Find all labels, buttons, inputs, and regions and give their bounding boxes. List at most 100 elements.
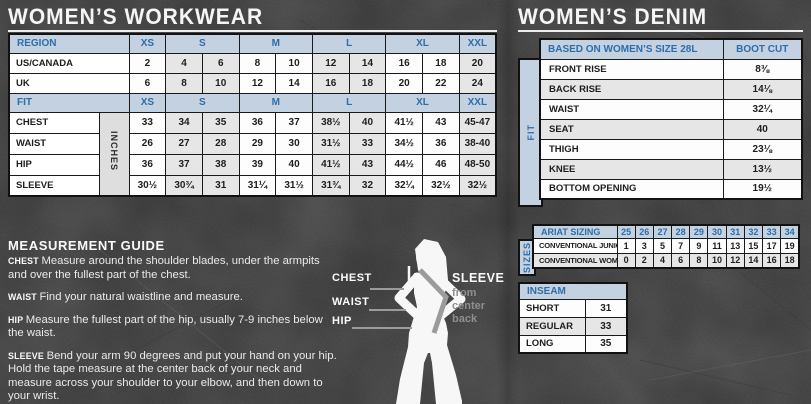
- size-value-cell: 35: [201, 111, 240, 134]
- row-label: UK: [8, 72, 130, 94]
- size-value-cell: 20: [458, 52, 497, 74]
- size-value-cell: 4: [652, 252, 673, 269]
- size-value-cell: 30: [275, 132, 313, 155]
- size-value-cell: 20: [385, 72, 424, 94]
- table-row: KNEE 13½: [539, 158, 803, 180]
- figure-waist-label: WAIST: [332, 296, 370, 308]
- table-row: US/CANADA 2 4 6 8 10 12 14 16 18 20: [8, 52, 497, 74]
- table-row: LONG 35: [518, 334, 628, 354]
- measurement-guide-title: MEASUREMENT GUIDE: [8, 238, 165, 253]
- size-value-cell: 32¼: [385, 174, 424, 197]
- ariat-sizing-header: ARIAT SIZING: [532, 224, 618, 239]
- size-value-cell: 14: [275, 72, 313, 94]
- table-row: CHEST INCHES 33 34 35 36 37 38½ 40 41½ 43 45-47: [8, 111, 497, 197]
- size-column-header: M: [238, 33, 313, 54]
- guide-term: CHEST: [8, 256, 42, 266]
- size-column-header: L: [311, 92, 387, 113]
- guide-text: Bend your arm 90 degrees and put your ha…: [8, 349, 337, 403]
- row-label: WAIST: [539, 98, 724, 120]
- size-column-header: M: [238, 92, 313, 113]
- inseam-table: INSEAM SHORT 31 REGULAR 33 LONG 35: [518, 282, 628, 354]
- workwear-title: WOMEN’S WORKWEAR: [8, 5, 264, 30]
- size-value-cell: 4: [165, 52, 203, 74]
- row-label: REGULAR: [518, 316, 586, 336]
- guide-paragraph: CHEST Measure around the shoulder blades…: [8, 255, 338, 282]
- size-value-cell: 31¼: [238, 174, 277, 197]
- row-label: THIGH: [539, 138, 724, 160]
- size-value-cell: 1: [616, 237, 636, 254]
- table-row: FRONT RISE 8⅜: [539, 58, 803, 80]
- figure-sleeve-sublabel: from center back: [452, 287, 486, 325]
- size-value-cell: 22: [422, 72, 460, 94]
- size-value-cell: 0: [616, 252, 636, 269]
- size-value-cell: 48-50: [458, 153, 497, 176]
- workwear-size-table: REGION XS S M L XL XXL US/CANADA 2 4 6 8 10 12 14 16 18 2…: [8, 33, 497, 197]
- size-column-header: L: [311, 33, 387, 54]
- size-value-cell: 6: [128, 72, 167, 94]
- size-column-header: XXL: [458, 33, 497, 54]
- size-value-cell: 34½: [385, 132, 424, 155]
- size-number-header: 30: [707, 224, 727, 239]
- guide-paragraph: HIP Measure the fullest part of the hip,…: [8, 314, 338, 341]
- size-value-cell: 5: [652, 237, 673, 254]
- guide-term: WAIST: [8, 292, 40, 302]
- size-value-cell: 8: [689, 252, 709, 269]
- row-label: HIP: [8, 153, 100, 176]
- size-value-cell: 2: [128, 52, 167, 74]
- measurement-value-cell: 14⅛: [722, 78, 803, 100]
- table-row: BACK RISE 14⅛: [539, 78, 803, 100]
- row-label: KNEE: [539, 158, 724, 180]
- size-number-header: 29: [689, 224, 709, 239]
- size-value-cell: 33: [348, 132, 387, 155]
- size-value-cell: 27: [165, 132, 203, 155]
- workwear-title-rule: [8, 30, 497, 32]
- size-value-cell: 13: [725, 237, 745, 254]
- size-value-cell: 12: [238, 72, 277, 94]
- size-value-cell: 10: [201, 72, 240, 94]
- size-value-cell: 33: [128, 111, 167, 134]
- size-column-header: XS: [128, 33, 167, 54]
- inseam-header: INSEAM: [518, 282, 628, 300]
- guide-text: Measure the fullest part of the hip, usu…: [8, 313, 323, 340]
- measurement-value-cell: 13½: [722, 158, 803, 180]
- size-column-header: XXL: [458, 92, 497, 113]
- size-number-header: 31: [725, 224, 745, 239]
- size-value-cell: 18: [780, 252, 800, 269]
- size-value-cell: 12: [311, 52, 350, 74]
- measurement-value-cell: 19½: [722, 178, 803, 200]
- table-header-row: FIT XS S M L XL XXL: [8, 92, 497, 113]
- guide-paragraph: SLEEVE Bend your arm 90 degrees and put …: [8, 350, 338, 404]
- denim-table-header: BASED ON WOMEN’S SIZE 28L: [539, 38, 724, 60]
- size-value-cell: 12: [725, 252, 745, 269]
- measurement-value-cell: 32¼: [722, 98, 803, 120]
- size-value-cell: 24: [458, 72, 497, 94]
- measurement-value-cell: 40: [722, 118, 803, 140]
- size-value-cell: 34: [165, 111, 203, 134]
- denim-fit-table: BASED ON WOMEN’S SIZE 28L BOOT CUT FRONT R…: [539, 38, 803, 200]
- size-column-header: S: [165, 33, 240, 54]
- table-row: REGULAR 33: [518, 316, 628, 336]
- size-value-cell: 38-40: [458, 132, 497, 155]
- row-group-header: FIT: [8, 92, 130, 113]
- row-group-header: REGION: [8, 33, 130, 54]
- size-value-cell: 41½: [311, 153, 350, 176]
- table-row: WAIST 26 27 28 29 30 31½ 33 34½ 36 38-40: [8, 132, 497, 155]
- row-label: CONVENTIONAL JUNIORS: [532, 237, 618, 254]
- guide-term: SLEEVE: [8, 350, 47, 361]
- size-value-cell: 44½: [385, 153, 424, 176]
- guide-term: HIP: [8, 314, 26, 325]
- size-value-cell: 10: [275, 52, 313, 74]
- size-column-header: XL: [385, 92, 460, 113]
- size-number-header: 32: [743, 224, 764, 239]
- figure-hip-label: HIP: [332, 315, 352, 327]
- table-header-row: BASED ON WOMEN’S SIZE 28L BOOT CUT: [539, 38, 803, 60]
- figure-sleeve-label: SLEEVE: [452, 271, 505, 285]
- guide-text: Find your natural waistline and measure.: [39, 291, 243, 303]
- size-value-cell: 14: [743, 252, 764, 269]
- table-row: HIP 36 37 38 39 40 41½ 43 44½ 46 48-50: [8, 153, 497, 176]
- size-value-cell: 38½: [311, 111, 350, 134]
- size-value-cell: 36: [128, 153, 167, 176]
- table-row: THIGH 23⅛: [539, 138, 803, 160]
